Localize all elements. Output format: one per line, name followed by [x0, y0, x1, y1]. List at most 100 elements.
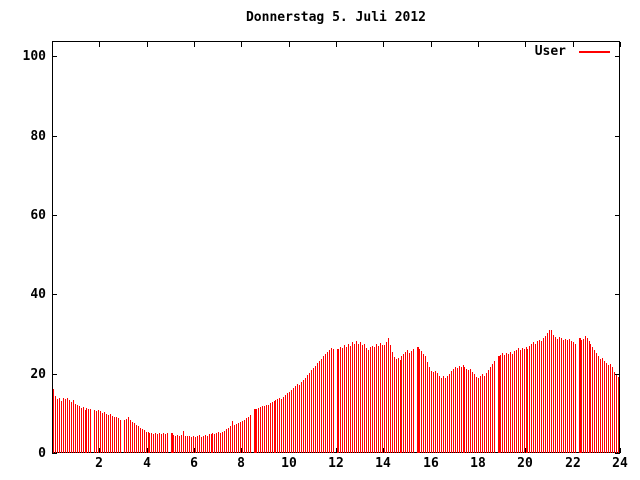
user-bar: [274, 401, 275, 453]
user-bar: [474, 374, 475, 453]
user-bar: [63, 398, 64, 453]
x-tick-top: [573, 42, 574, 47]
user-bar: [492, 364, 493, 453]
user-bar: [114, 417, 115, 453]
user-bar: [120, 420, 121, 453]
user-bar: [236, 424, 237, 453]
user-bar: [472, 372, 473, 453]
user-bar: [526, 347, 527, 453]
user-bar: [459, 366, 460, 453]
user-bar: [153, 434, 154, 453]
user-bar: [390, 345, 391, 453]
user-bar: [293, 388, 294, 453]
user-bar: [209, 434, 210, 453]
user-bar: [360, 342, 361, 453]
user-bar: [535, 344, 536, 453]
user-bar: [144, 430, 145, 453]
user-bar: [311, 370, 312, 453]
user-bar: [392, 352, 393, 453]
user-bar: [254, 409, 256, 453]
user-bar: [244, 420, 245, 453]
user-bar: [374, 347, 375, 453]
user-bar: [386, 342, 387, 453]
user-bar: [455, 367, 456, 453]
user-bar: [90, 409, 91, 453]
y-tick-label: 0: [38, 446, 46, 461]
user-bar: [606, 363, 607, 453]
user-bar: [376, 344, 377, 453]
user-bar: [85, 410, 86, 453]
user-bar: [303, 380, 304, 453]
user-bar: [417, 347, 419, 453]
x-tick-top: [147, 42, 148, 47]
user-bar: [71, 402, 72, 453]
user-bar: [506, 353, 507, 453]
user-bar: [295, 386, 296, 453]
user-bar: [614, 372, 615, 453]
user-bar: [488, 370, 489, 453]
user-bar: [175, 436, 176, 453]
user-bar: [372, 346, 373, 453]
user-bar: [555, 337, 556, 453]
y-tick-label: 60: [30, 208, 46, 223]
y-tick-label: 80: [30, 129, 46, 144]
user-bar: [590, 344, 591, 453]
user-bar: [421, 351, 422, 453]
x-tick-bottom: [99, 448, 100, 453]
x-tick-top: [478, 42, 479, 47]
user-bar: [524, 349, 525, 453]
user-bar: [289, 392, 290, 453]
user-bar: [531, 344, 532, 453]
user-bar: [222, 432, 223, 453]
x-tick-label: 6: [190, 456, 198, 471]
user-bar: [423, 354, 424, 453]
user-bar: [466, 369, 467, 453]
x-tick-bottom: [336, 448, 337, 453]
user-bar: [181, 435, 182, 453]
legend-label: User: [534, 44, 566, 59]
user-bar: [573, 342, 574, 453]
user-bar: [317, 363, 318, 453]
user-bar: [494, 361, 495, 453]
user-bar: [569, 339, 570, 453]
user-bar: [177, 435, 178, 453]
user-bar: [81, 408, 82, 453]
x-tick-top: [336, 42, 337, 47]
user-bar: [457, 368, 458, 453]
user-bar: [108, 415, 109, 453]
user-bar: [96, 411, 97, 453]
user-bar: [73, 400, 74, 453]
user-bar: [132, 422, 133, 453]
user-bar: [201, 437, 202, 453]
user-bar: [527, 349, 528, 453]
user-bar: [179, 436, 180, 453]
x-tick-label: 24: [612, 456, 628, 471]
user-bar: [283, 397, 284, 453]
user-bar: [342, 348, 343, 453]
user-bar: [451, 371, 452, 453]
user-bar: [309, 373, 310, 453]
user-bar: [226, 429, 227, 453]
user-bar: [67, 398, 68, 453]
user-bar: [453, 369, 454, 453]
user-bar: [291, 390, 292, 453]
user-bar: [585, 336, 586, 453]
user-bar: [571, 341, 572, 453]
user-bar: [445, 378, 446, 453]
user-bar: [207, 436, 208, 453]
user-bar: [165, 434, 166, 453]
user-bar: [230, 426, 231, 453]
x-tick-top: [194, 42, 195, 47]
y-tick-label: 20: [30, 367, 46, 382]
user-bar: [518, 348, 519, 453]
user-bar: [327, 352, 328, 453]
user-bar: [112, 416, 113, 453]
user-bar: [596, 353, 597, 453]
user-bar: [321, 359, 322, 453]
user-bar: [409, 353, 410, 453]
x-tick-label: 22: [565, 456, 581, 471]
user-bar: [329, 350, 330, 453]
user-bar: [405, 352, 406, 453]
user-bar: [61, 401, 62, 453]
user-bar: [340, 347, 341, 453]
